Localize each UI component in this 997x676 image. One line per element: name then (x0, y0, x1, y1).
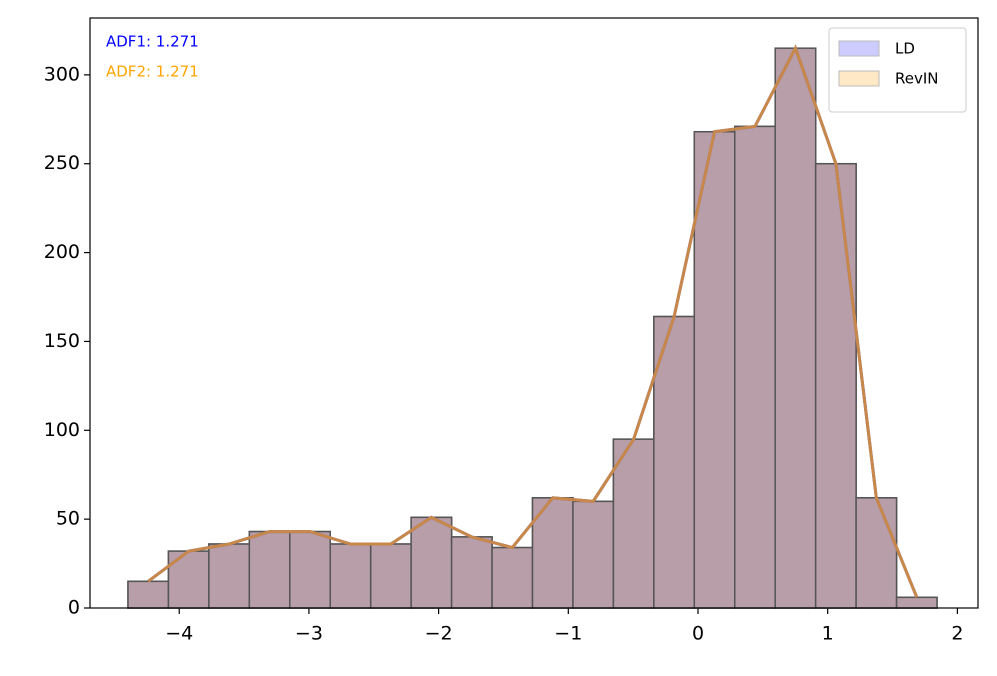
y-tick-label: 200 (44, 241, 80, 263)
bar (491, 546, 534, 609)
annotation: ADF2: 1.271 (106, 63, 199, 81)
annotation: ADF1: 1.271 (106, 33, 199, 51)
x-tick-label: −1 (554, 623, 582, 645)
x-tick-label: 2 (951, 623, 963, 645)
legend-swatch (838, 70, 880, 87)
y-tick-label: 250 (44, 152, 80, 174)
legend-label: LD (895, 40, 915, 58)
bar (895, 596, 938, 609)
y-tick-label: 0 (68, 597, 80, 619)
plot-frame (89, 17, 979, 609)
y-tick-label: 50 (56, 508, 80, 530)
y-tick-label: 150 (44, 330, 80, 352)
legend-label: RevIN (895, 70, 939, 88)
series-line (147, 44, 919, 598)
bar (127, 580, 170, 609)
bar (774, 47, 817, 609)
x-tick-label: −2 (425, 623, 453, 645)
bar (612, 438, 655, 609)
x-tick-label: −4 (165, 623, 193, 645)
bar (855, 497, 898, 609)
bar (410, 516, 453, 609)
bar (572, 500, 615, 609)
y-tick-label: 300 (44, 63, 80, 85)
bar (329, 543, 372, 609)
x-tick-label: 1 (822, 623, 834, 645)
x-tick-label: −3 (295, 623, 323, 645)
bar (814, 162, 857, 609)
bar (208, 543, 251, 609)
bar (289, 530, 332, 609)
legend-swatch (838, 40, 880, 57)
x-tick-label: 0 (692, 623, 704, 645)
y-tick-label: 100 (44, 419, 80, 441)
bar (653, 315, 696, 609)
bar (734, 125, 776, 609)
bar (167, 550, 210, 609)
bar (450, 536, 493, 609)
bar (248, 530, 291, 609)
bar (369, 543, 412, 609)
